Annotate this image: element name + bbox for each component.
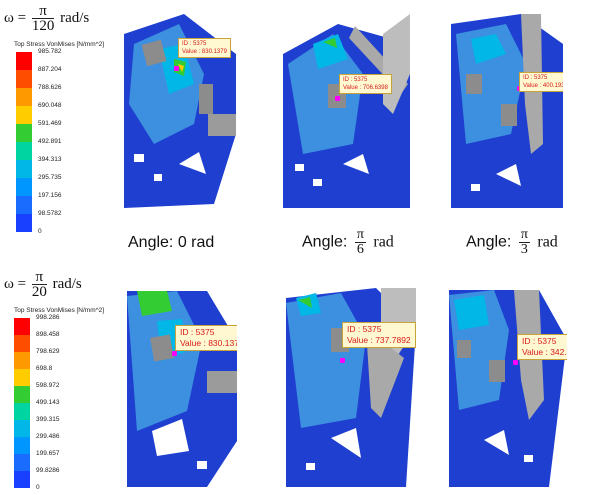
- legend-tick-label: 394.313: [38, 156, 62, 163]
- stress-contour-image: ID : 5375 Value : 342.8621: [449, 290, 567, 487]
- legend-tick-label: 698.8: [36, 365, 53, 372]
- probe-tooltip: ID : 5375 Value : 737.7892: [342, 322, 416, 348]
- color-scale-segment: [14, 471, 30, 488]
- legend-tick-label: 99.8286: [36, 467, 60, 474]
- legend-tick-label: 591.469: [38, 120, 62, 127]
- probe-marker: [513, 360, 518, 365]
- color-scale-segment: [16, 214, 32, 232]
- legend-title-row1: Top Stress VonMises [N/mm^2]: [14, 41, 105, 48]
- stress-contour-image: ID : 5375 Value : 706.6398: [283, 14, 410, 208]
- color-scale-segment: [16, 124, 32, 142]
- omega-label-row1: ω = π 120 rad/s: [4, 3, 90, 34]
- stress-contour-image: ID : 5375 Value : 737.7892: [286, 288, 416, 487]
- color-scale-segment: [14, 386, 30, 403]
- probe-marker: [172, 351, 177, 356]
- probe-tooltip: ID : 5375 Value : 342.8621: [517, 334, 567, 360]
- legend-tick-label: 998.286: [36, 314, 60, 321]
- color-scale-segment: [14, 437, 30, 454]
- color-scale-bar-row2: [14, 318, 30, 488]
- legend-tick-label: 295.735: [38, 174, 62, 181]
- probe-tooltip: ID : 5375 Value : 400.1939: [519, 72, 563, 92]
- omega-symbol: ω =: [4, 10, 27, 26]
- legend-tick-label: 499.143: [36, 399, 60, 406]
- color-scale-segment: [16, 52, 32, 70]
- color-scale-segment: [14, 335, 30, 352]
- color-scale-bar-row1: [16, 52, 32, 232]
- color-scale-segment: [14, 369, 30, 386]
- omega-unit: rad/s: [60, 10, 90, 26]
- legend-tick-label: 798.629: [36, 348, 60, 355]
- legend-title-row2: Top Stress VonMises [N/mm^2]: [14, 307, 105, 314]
- legend-tick-label: 0: [38, 228, 42, 235]
- angle-label-pi-6: Angle: π 6 rad: [302, 227, 394, 257]
- probe-tooltip: ID : 5375 Value : 706.6398: [339, 74, 392, 94]
- legend-tick-label: 399.315: [36, 416, 60, 423]
- probe-tooltip: ID : 5375 Value : 830.1378: [175, 325, 237, 351]
- legend-tick-label: 985.782: [38, 48, 62, 55]
- legend-tick-label: 788.626: [38, 84, 62, 91]
- color-scale-segment: [16, 160, 32, 178]
- legend-tick-label: 299.486: [36, 433, 60, 440]
- color-scale-segment: [14, 403, 30, 420]
- probe-marker: [174, 66, 179, 71]
- omega-fraction: π 20: [31, 269, 47, 300]
- color-scale-segment: [16, 106, 32, 124]
- color-scale-segment: [14, 454, 30, 471]
- legend-tick-label: 887.204: [38, 66, 62, 73]
- legend-tick-label: 690.048: [38, 102, 62, 109]
- legend-tick-label: 199.657: [36, 450, 60, 457]
- legend-tick-label: 492.891: [38, 138, 62, 145]
- legend-tick-label: 598.972: [36, 382, 60, 389]
- color-scale-segment: [16, 178, 32, 196]
- probe-marker: [335, 96, 340, 101]
- color-scale-segment: [14, 318, 30, 335]
- probe-tooltip: ID : 5375 Value : 830.1379: [178, 38, 231, 58]
- angle-label-pi-3: Angle: π 3 rad: [466, 227, 558, 257]
- stress-contour-image: ID : 5375 Value : 830.1378: [127, 291, 237, 487]
- legend-tick-label: 98.5782: [38, 210, 62, 217]
- stress-contour-image: ID : 5375 Value : 830.1379: [124, 14, 236, 208]
- color-scale-segment: [16, 70, 32, 88]
- omega-fraction: π 120: [31, 3, 55, 34]
- color-scale-segment: [16, 196, 32, 214]
- probe-marker: [340, 358, 345, 363]
- omega-unit: rad/s: [52, 276, 82, 292]
- color-scale-segment: [14, 420, 30, 437]
- omega-label-row2: ω = π 20 rad/s: [4, 269, 82, 300]
- color-scale-segment: [16, 88, 32, 106]
- color-scale-segment: [16, 142, 32, 160]
- legend-tick-label: 0: [36, 484, 40, 491]
- omega-symbol: ω =: [4, 276, 27, 292]
- angle-label-0: Angle: 0 rad: [128, 234, 215, 251]
- color-scale-segment: [14, 352, 30, 369]
- stress-contour-image: ID : 5375 Value : 400.1939: [451, 14, 563, 208]
- legend-tick-label: 898.458: [36, 331, 60, 338]
- legend-tick-label: 197.156: [38, 192, 62, 199]
